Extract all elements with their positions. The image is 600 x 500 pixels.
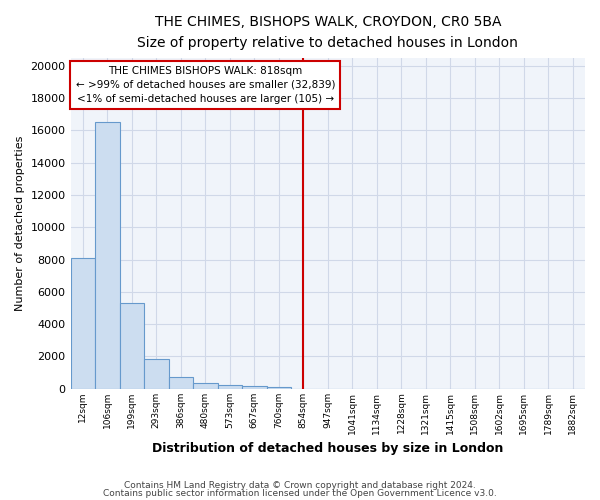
Bar (169, 376, 193, 389)
Bar (119, 303, 144, 389)
Title: THE CHIMES, BISHOPS WALK, CROYDON, CR0 5BA
Size of property relative to detached: THE CHIMES, BISHOPS WALK, CROYDON, CR0 5… (137, 15, 518, 50)
Bar (144, 359, 169, 389)
Bar (193, 382, 218, 389)
X-axis label: Distribution of detached houses by size in London: Distribution of detached houses by size … (152, 442, 503, 455)
Text: Contains HM Land Registry data © Crown copyright and database right 2024.: Contains HM Land Registry data © Crown c… (124, 481, 476, 490)
Text: Contains public sector information licensed under the Open Government Licence v3: Contains public sector information licen… (103, 488, 497, 498)
Bar (95, 122, 119, 389)
Y-axis label: Number of detached properties: Number of detached properties (15, 136, 25, 311)
Bar (218, 385, 242, 389)
Bar (71, 258, 95, 389)
Bar (266, 387, 291, 389)
Bar (242, 386, 266, 389)
Text: THE CHIMES BISHOPS WALK: 818sqm
← >99% of detached houses are smaller (32,839)
<: THE CHIMES BISHOPS WALK: 818sqm ← >99% o… (76, 66, 335, 104)
